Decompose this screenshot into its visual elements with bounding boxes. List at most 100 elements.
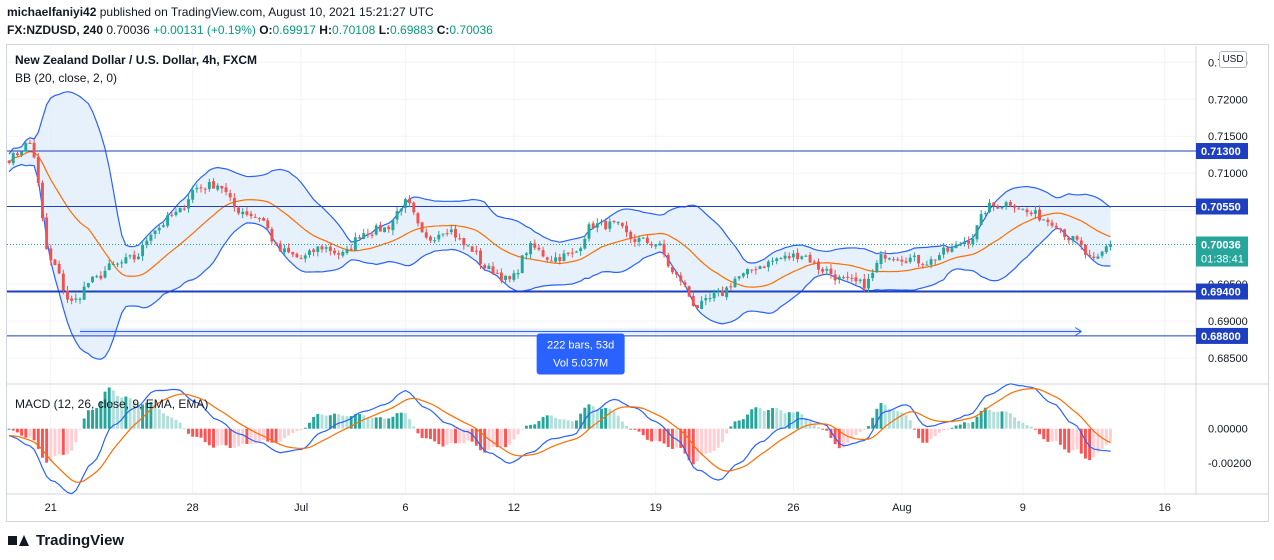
macd-histogram-bar xyxy=(996,411,1000,429)
symbol-quote-line: FX:NZDUSD, 240 0.70036 +0.00131 (+0.19%)… xyxy=(7,23,493,37)
candle-body xyxy=(78,298,82,300)
candle-body xyxy=(942,247,946,255)
candle-body xyxy=(787,256,791,259)
macd-histogram-bar xyxy=(837,428,841,449)
candle-body xyxy=(620,223,624,227)
price-line-label-bg xyxy=(1196,198,1248,215)
candle-body xyxy=(812,261,816,263)
publisher-name[interactable]: michaelfaniyi42 xyxy=(7,5,97,19)
macd-histogram-bar xyxy=(1104,428,1108,445)
macd-histogram-bar xyxy=(912,428,916,430)
macd-histogram-bar xyxy=(541,417,545,429)
macd-histogram-bar xyxy=(249,428,253,444)
macd-histogram-bar xyxy=(512,428,516,440)
tradingview-brand-text: TradingView xyxy=(36,532,125,549)
macd-histogram-bar xyxy=(111,390,115,429)
macd-histogram-bar xyxy=(675,428,679,448)
candle-body xyxy=(879,254,883,265)
price-axis-tick: 0.72000 xyxy=(1208,94,1248,106)
macd-histogram-bar xyxy=(299,428,303,431)
macd-histogram-bar xyxy=(662,428,666,444)
macd-histogram-bar xyxy=(925,428,929,443)
macd-histogram-bar xyxy=(629,428,633,430)
candle-body xyxy=(637,238,641,242)
open-label: O: xyxy=(259,23,273,37)
time-axis-tick: 12 xyxy=(508,502,520,514)
macd-axis-tick: -0.00200 xyxy=(1208,458,1251,470)
macd-histogram-bar xyxy=(362,415,366,429)
bollinger-bands-label[interactable]: BB (20, close, 2, 0) xyxy=(15,71,118,85)
macd-histogram-bar xyxy=(45,428,49,463)
macd-histogram-bar xyxy=(378,417,382,429)
candle-body xyxy=(867,278,870,289)
candle-body xyxy=(629,231,633,239)
candle-body xyxy=(1100,251,1104,256)
candle-body xyxy=(1029,212,1033,215)
macd-histogram-bar xyxy=(128,398,132,429)
candle-body xyxy=(170,214,174,216)
candle-body xyxy=(579,248,583,252)
candle-body xyxy=(237,207,241,214)
candle-body xyxy=(1063,229,1067,237)
candle-body xyxy=(353,237,357,251)
macd-histogram-bar xyxy=(716,428,720,448)
macd-histogram-bar xyxy=(224,428,228,446)
date-range-bars-text: 222 bars, 53d xyxy=(547,339,614,351)
candle-body xyxy=(854,277,858,282)
time-axis-tick: 26 xyxy=(787,502,799,514)
macd-histogram-bar xyxy=(70,428,74,451)
macd-histogram-bar xyxy=(929,428,933,440)
macd-histogram-bar xyxy=(1088,428,1092,461)
candle-body xyxy=(512,273,516,280)
candle-body xyxy=(1046,219,1050,223)
price-axis-tick: 0.71500 xyxy=(1208,131,1248,143)
macd-histogram-bar xyxy=(82,418,86,429)
macd-histogram-bar xyxy=(892,410,895,429)
macd-histogram-bar xyxy=(1000,411,1004,429)
macd-histogram-bar xyxy=(349,416,353,429)
candle-body xyxy=(212,181,215,189)
macd-histogram-bar xyxy=(775,408,779,429)
candle-body xyxy=(416,213,420,224)
candle-body xyxy=(842,277,845,279)
candle-body xyxy=(295,253,299,258)
candle-body xyxy=(157,227,161,231)
currency-button[interactable]: USD xyxy=(1219,51,1247,68)
macd-histogram-bar xyxy=(149,401,153,429)
candle-body xyxy=(41,182,44,219)
candle-body xyxy=(750,269,754,271)
candle-body xyxy=(796,252,800,260)
candle-body xyxy=(433,240,437,242)
candle-body xyxy=(837,276,841,280)
macd-histogram-bar xyxy=(399,412,403,429)
time-axis-tick: 6 xyxy=(402,502,408,514)
candle-body xyxy=(791,253,795,258)
candle-body xyxy=(562,253,566,262)
candle-body xyxy=(725,287,729,298)
macd-histogram-bar xyxy=(700,428,704,456)
macd-histogram-bar xyxy=(666,428,670,447)
price-line-label: 0.69400 xyxy=(1201,287,1241,299)
macd-histogram-bar xyxy=(1096,428,1100,453)
candle-body xyxy=(508,276,512,280)
macd-histogram-bar xyxy=(216,428,220,446)
macd-label[interactable]: MACD (12, 26, close, 9, EMA, EMA) xyxy=(15,397,209,411)
candle-body xyxy=(892,259,895,261)
candle-body xyxy=(278,243,282,252)
candle-body xyxy=(804,255,808,257)
candle-body xyxy=(187,199,190,209)
candle-body xyxy=(362,233,366,239)
macd-histogram-bar xyxy=(49,428,53,462)
candle-body xyxy=(666,255,670,267)
date-range-volume-text: Vol 5.037M xyxy=(553,357,608,369)
candle-body xyxy=(600,221,603,223)
macd-histogram-bar xyxy=(495,428,499,448)
macd-histogram-bar xyxy=(1046,428,1050,442)
macd-histogram-bar xyxy=(821,428,825,430)
candle-body xyxy=(779,258,783,260)
price-axis-tick: 0.69000 xyxy=(1208,316,1248,328)
candle-body xyxy=(437,234,441,240)
macd-histogram-bar xyxy=(445,428,449,445)
candle-body xyxy=(408,198,412,204)
